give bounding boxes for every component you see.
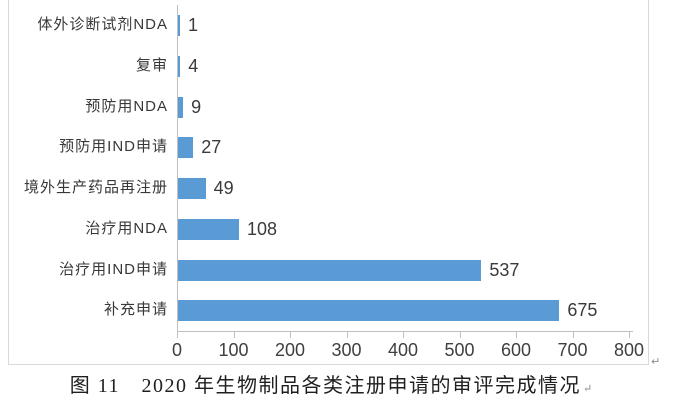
value-label: 537 [489,259,520,280]
value-label: 49 [213,178,234,198]
axis-tick-label: 300 [331,340,362,360]
axis-tick [459,332,461,338]
bar [178,96,184,118]
caption-text: 图 11 2020 年生物制品各类注册申请的审评完成情况 [69,375,582,397]
axis-tick-label: 400 [387,340,419,360]
category-label: 治疗用NDA [85,219,168,237]
figure-caption: 图 11 2020 年生物制品各类注册申请的审评完成情况 ↵ [0,369,662,398]
category-label: 复审 [135,56,168,74]
value-label: 4 [188,55,199,76]
axis-tick [177,332,178,338]
value-axis-line [177,331,633,332]
axis-tick-label: 600 [500,340,532,360]
bar [178,15,180,36]
value-label: 1 [188,15,199,35]
bar [178,218,240,240]
paragraph-mark-icon: ↵ [583,383,593,395]
axis-tick [516,332,517,338]
paragraph-mark-icon: ↵ [651,356,661,368]
axis-tick [346,332,348,338]
category-label: 预防用IND申请 [59,138,168,156]
axis-tick-label: 200 [274,340,306,360]
axis-tick [572,332,574,338]
value-label: 27 [201,137,222,158]
category-axis-line [177,5,178,331]
axis-tick [629,332,630,338]
axis-tick-label: 0 [171,340,182,360]
bar [178,259,482,281]
category-label: 补充申请 [103,301,168,319]
value-label: 108 [247,218,278,239]
bar [178,137,194,159]
category-label: 境外生产药品再注册 [23,179,168,196]
value-label: 9 [191,96,202,117]
value-label: 675 [567,300,598,321]
axis-tick-label: 700 [557,340,588,360]
axis-tick [233,332,235,338]
bar [178,178,206,199]
axis-tick-label: 800 [613,340,645,360]
category-label: 体外诊断试剂NDA [37,16,168,33]
bar [178,55,181,77]
bar [178,300,560,322]
axis-tick-label: 500 [444,340,475,360]
category-label: 预防用NDA [85,97,168,115]
axis-tick [290,332,291,338]
axis-tick-label: 100 [218,340,249,360]
category-label: 治疗用IND申请 [59,260,168,278]
axis-tick [403,332,404,338]
